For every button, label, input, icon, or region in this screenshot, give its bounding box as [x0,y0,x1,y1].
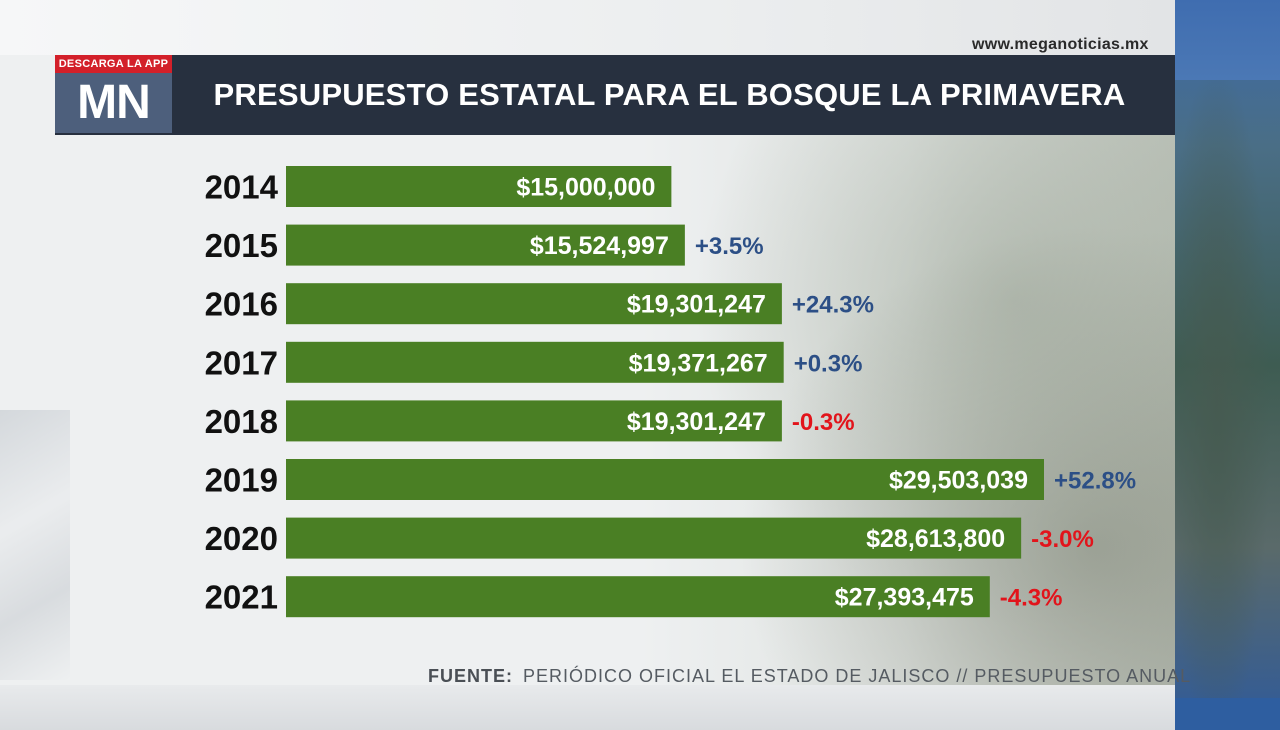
bar-value-label: $19,301,247 [627,291,766,319]
year-label: 2017 [205,344,278,381]
year-label: 2019 [205,462,278,499]
change-percent-label: +0.3% [794,350,863,377]
year-label: 2018 [205,403,278,440]
budget-bar [286,166,672,207]
year-label: 2015 [205,227,278,264]
change-percent-label: -0.3% [792,409,855,436]
top-background [0,0,1175,55]
bar-value-label: $15,000,000 [516,174,655,202]
change-percent-label: +52.8% [1054,468,1136,495]
budget-bar [286,341,784,383]
bar-value-label: $29,503,039 [889,467,1028,495]
budget-bar [286,576,990,618]
header-bar [55,55,1175,135]
change-percent-label: -3.0% [1031,526,1094,553]
source-note: FUENTE: PERIÓDICO OFICIAL EL ESTADO DE JA… [428,666,1191,687]
change-percent-label: -4.3% [1000,585,1063,612]
budget-bar [286,517,1022,559]
budget-bar [286,224,685,266]
chart-title: PRESUPUESTO ESTATAL PARA EL BOSQUE LA PR… [213,77,1126,112]
bar-value-label: $27,393,475 [835,584,974,612]
right-panel-bottom-stripe [1175,698,1280,730]
bar-value-label: $19,301,247 [627,408,766,436]
change-percent-label: +3.5% [695,233,764,260]
download-app-tag[interactable]: DESCARGA LA APP [55,55,172,73]
source-text: PERIÓDICO OFICIAL EL ESTADO DE JALISCO /… [523,666,1192,686]
site-url[interactable]: www.meganoticias.mx [972,36,1149,53]
bar-value-label: $19,371,267 [629,349,768,377]
bottom-background [0,685,1175,730]
bar-value-label: $15,524,997 [530,232,669,260]
budget-bar [286,400,782,442]
year-label: 2014 [205,169,279,206]
left-decor-shapes [0,410,70,680]
right-side-panel [1175,0,1280,730]
right-panel-top-stripe [1175,0,1280,80]
bar-value-label: $28,613,800 [866,525,1005,553]
mn-logo: MN [77,76,151,129]
budget-bar [286,283,782,325]
change-percent-label: +24.3% [792,292,874,319]
year-label: 2021 [205,579,278,616]
year-label: 2020 [205,520,278,557]
budget-bar [286,459,1044,500]
source-label: FUENTE: [428,666,513,686]
year-label: 2016 [205,286,278,323]
